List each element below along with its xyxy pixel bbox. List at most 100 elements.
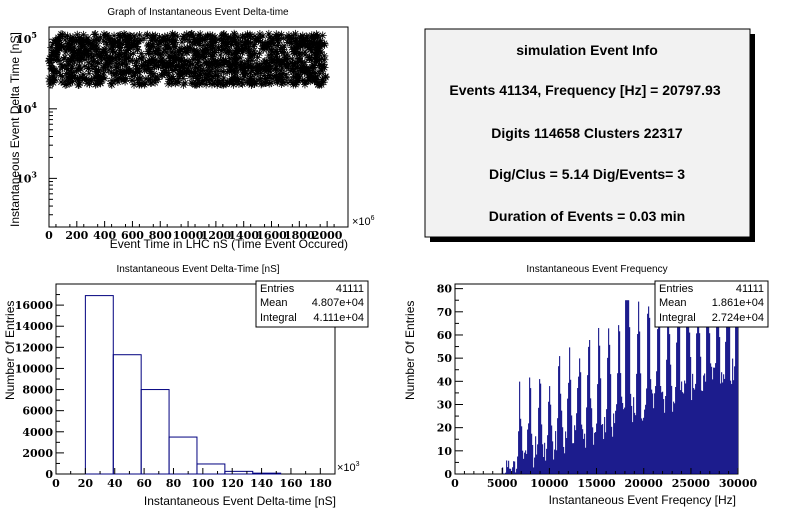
scatter-point xyxy=(224,57,233,66)
scatter-point xyxy=(94,66,103,75)
frequency-bin xyxy=(517,456,519,474)
scatter-point xyxy=(305,54,314,63)
y-tick-label: 6000 xyxy=(22,405,53,418)
y-tick-label: 4000 xyxy=(22,426,53,439)
scatter-point xyxy=(287,43,296,52)
scatter-point xyxy=(295,72,304,81)
scatter-point xyxy=(97,75,106,84)
frequency-bin xyxy=(653,408,655,474)
scatter-point xyxy=(253,53,262,62)
scatter-point xyxy=(237,41,246,50)
scatter-point xyxy=(315,60,324,69)
scatter-point xyxy=(115,46,124,55)
scatter-point xyxy=(166,44,175,53)
frequency-bin xyxy=(573,443,575,474)
scatter-point xyxy=(103,53,112,62)
frequency-bin xyxy=(655,386,657,474)
scatter-point xyxy=(219,67,228,76)
scatter-point xyxy=(61,47,70,56)
frequency-bin xyxy=(699,333,701,474)
scatter-point xyxy=(279,34,288,43)
frequency-bin xyxy=(527,429,529,474)
scatter-point xyxy=(313,73,322,82)
stat-label: Entries xyxy=(659,283,694,295)
frequency-bin xyxy=(522,450,524,474)
x-tick-label: 800 xyxy=(149,229,172,242)
frequency-bin xyxy=(709,333,711,474)
scatter-point xyxy=(273,78,282,87)
scatter-point xyxy=(64,65,73,74)
scatter-point xyxy=(131,39,140,48)
frequency-bin xyxy=(717,288,719,474)
scatter-point xyxy=(196,64,205,73)
scatter-point xyxy=(208,44,217,53)
frequency-bin xyxy=(661,392,663,474)
scatter-point xyxy=(62,61,71,70)
scatter-point xyxy=(253,63,262,72)
scatter-point xyxy=(144,63,153,72)
scatter-point xyxy=(236,37,245,46)
stat-value: 1.861e+04 xyxy=(712,297,764,309)
scatter-point xyxy=(302,77,311,86)
scatter-point xyxy=(211,63,220,72)
scatter-point xyxy=(83,79,92,88)
scatter-point xyxy=(274,76,283,85)
scatter-point xyxy=(62,80,71,89)
frequency-bin xyxy=(520,418,522,474)
scatter-point xyxy=(115,36,124,45)
frequency-bin xyxy=(584,433,586,474)
scatter-point xyxy=(230,34,239,43)
scatter-point xyxy=(155,36,164,45)
scatter-point xyxy=(277,58,286,67)
scatter-point xyxy=(63,73,72,82)
frequency-bin xyxy=(628,300,630,474)
scatter-point xyxy=(84,64,93,73)
scatter-point xyxy=(125,57,134,66)
scatter-point xyxy=(124,36,133,45)
scatter-point xyxy=(177,62,186,71)
scatter-point xyxy=(261,40,270,49)
scatter-point xyxy=(240,66,249,75)
frequency-bin xyxy=(724,378,726,474)
scatter-point xyxy=(260,71,269,80)
scatter-point xyxy=(74,80,83,89)
scatter-point xyxy=(151,31,160,40)
scatter-point xyxy=(272,47,281,56)
scatter-point xyxy=(219,55,228,64)
frequency-bin xyxy=(586,407,588,474)
scatter-point xyxy=(214,78,223,87)
scatter-point xyxy=(163,31,172,40)
scatter-point xyxy=(277,66,286,75)
scatter-point xyxy=(204,49,213,58)
scatter-point xyxy=(243,32,252,41)
x-tick-label: 120 xyxy=(221,477,244,490)
scatter-point xyxy=(278,71,287,80)
scatter-point xyxy=(219,80,228,89)
frequency-bars xyxy=(502,288,739,474)
frequency-bin xyxy=(515,472,517,474)
scatter-point xyxy=(171,30,180,39)
scatter-point xyxy=(193,59,202,68)
scatter-point xyxy=(118,60,127,69)
scatter-point xyxy=(165,54,174,63)
frequency-bin xyxy=(619,331,621,474)
scatter-point xyxy=(264,29,273,38)
scatter-point xyxy=(75,33,84,42)
scatter-point xyxy=(140,66,149,75)
scatter-point xyxy=(277,30,286,39)
scatter-point xyxy=(227,50,236,59)
histogram-y-ticks: 0 2000 4000 6000 8000 10000 12000 14000 16000 xyxy=(15,294,64,481)
frequency-bin xyxy=(525,450,527,474)
scatter-point xyxy=(232,41,241,50)
frequency-bin xyxy=(689,332,691,474)
frequency-bin xyxy=(595,431,597,474)
frequency-bin xyxy=(534,457,536,474)
frequency-bin xyxy=(616,404,618,474)
frequency-bin xyxy=(512,467,514,474)
frequency-bin xyxy=(666,359,668,474)
frequency-bin xyxy=(548,401,550,474)
y-tick-label: 40 xyxy=(437,375,453,388)
scatter-point xyxy=(196,34,205,43)
scatter-point xyxy=(169,66,178,75)
